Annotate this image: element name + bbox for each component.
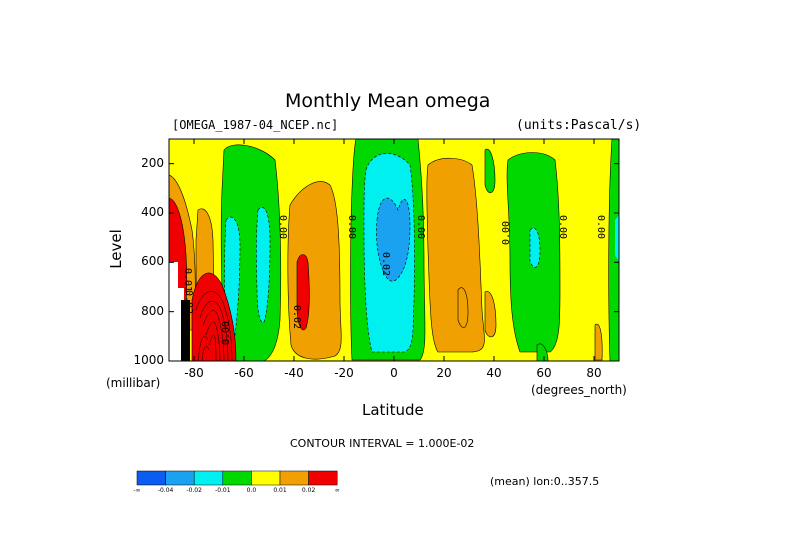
x-tick-label: 0 [390, 366, 398, 380]
x-tick-label: 40 [486, 366, 502, 380]
colorbar-swatch [279, 470, 309, 486]
x-tick-label: 60 [536, 366, 552, 380]
region-orange-midnorth [426, 157, 485, 353]
x-tick-label: -60 [234, 366, 254, 380]
colorbar-label: -0.04 [157, 487, 174, 494]
colorbar-swatch [136, 470, 166, 486]
y-tick-label: 600 [141, 254, 164, 269]
region-orange-midsouth [287, 181, 342, 360]
colorbar [136, 470, 338, 486]
colorbar-swatch [193, 470, 224, 486]
region-red-lower [191, 272, 237, 361]
colorbar-swatch [308, 470, 338, 486]
contour-label: 0.01 [182, 268, 193, 292]
contour-label: 0.00 [277, 215, 288, 239]
region-green-small [536, 343, 549, 361]
y-tick-label: 800 [141, 303, 164, 318]
x-tick-label: 20 [436, 366, 452, 380]
colorbar-label: 0.01 [273, 487, 287, 494]
contour-label: 0.00 [221, 321, 232, 345]
units-label: (units:Pascal/s) [516, 118, 642, 133]
region-cyan-edge [615, 215, 619, 262]
colorbar-swatch [222, 470, 252, 486]
x-tick-label: 80 [586, 366, 602, 380]
x-tick-label: -20 [334, 366, 354, 380]
contour-label: 0.00 [415, 215, 426, 239]
contour-interval: CONTOUR INTERVAL = 1.000E-02 [290, 437, 475, 450]
colorbar-swatch [251, 470, 281, 486]
y-tick-label: 400 [141, 205, 164, 219]
contour-label: 0.02 [380, 252, 391, 276]
region-red-midsouth [296, 254, 310, 331]
chart-title: Monthly Mean omega [285, 90, 491, 112]
x-tick-label: -40 [284, 366, 304, 380]
colorbar-label: -∞ [133, 487, 141, 494]
y-axis-unit: (millibar) [106, 376, 161, 390]
y-tick-label: 200 [141, 155, 164, 170]
region-orange-small1 [457, 287, 469, 328]
y-tick-label: 1000 [133, 353, 164, 367]
x-tick-label: -80 [184, 366, 204, 380]
x-axis-unit: (degrees_north) [531, 383, 627, 397]
colorbar-label: -0.02 [186, 487, 202, 494]
region-blue-equator [376, 197, 411, 282]
region-cyan-north [529, 227, 541, 268]
colorbar-label: -0.01 [215, 487, 231, 494]
colorbar-label: ∞ [334, 487, 340, 494]
y-axis-ticks [169, 163, 619, 362]
y-axis-title: Level [106, 229, 125, 269]
x-axis-ticks [193, 139, 595, 361]
region-cyan-south2 [256, 207, 271, 323]
dense-contours [195, 291, 233, 361]
contour-label: 0.00 [501, 221, 512, 245]
contour-label: 0.00 [346, 215, 357, 239]
contour-label: 0.00 [595, 215, 606, 239]
x-axis-title: Latitude [362, 401, 424, 419]
region-green-north2 [484, 148, 496, 193]
contour-label: 0.02 [183, 290, 194, 314]
colorbar-label: 0.02 [301, 487, 316, 494]
colorbar-swatch [165, 470, 195, 486]
colorbar-label: 0.0 [246, 487, 257, 494]
contour-label: 0.00 [557, 215, 568, 239]
terrain-black [181, 300, 190, 361]
mean-longitude-label: (mean) lon:0..357.5 [490, 475, 600, 488]
contour-label: 0.02 [291, 305, 302, 329]
file-label: [OMEGA_1987-04_NCEP.nc] [172, 118, 339, 132]
region-orange-small3 [594, 323, 603, 361]
region-orange-small2 [484, 291, 497, 338]
